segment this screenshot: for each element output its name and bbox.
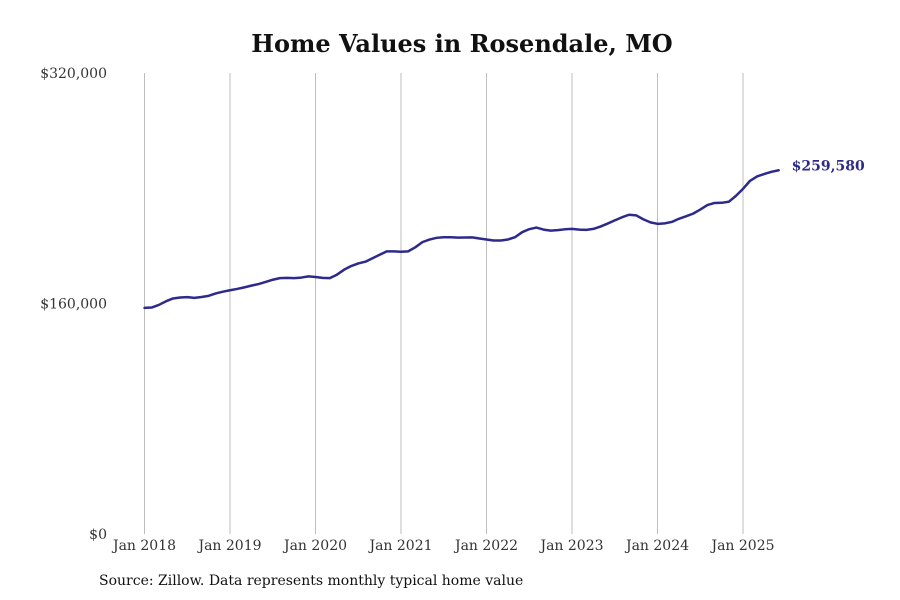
- x-tick-label-5: Jan 2023: [538, 538, 603, 554]
- x-tick-label-0: Jan 2018: [111, 538, 176, 554]
- series-layer: $259,580: [143, 159, 865, 310]
- end-value-label: $259,580: [792, 159, 865, 175]
- y-tick-label-0: $0: [89, 527, 107, 543]
- x-tick-label-7: Jan 2025: [709, 538, 774, 554]
- y-axis-ticks: $0 $160,000 $320,000: [40, 66, 107, 543]
- y-tick-label-2: $320,000: [40, 66, 107, 82]
- grid-lines: [144, 73, 744, 534]
- x-tick-label-1: Jan 2019: [196, 538, 261, 554]
- series-line-0: [143, 168, 780, 310]
- x-tick-label-4: Jan 2022: [453, 538, 518, 554]
- chart-title: Home Values in Rosendale, MO: [251, 29, 672, 58]
- y-tick-label-1: $160,000: [40, 297, 107, 313]
- x-axis-ticks: Jan 2018 Jan 2019 Jan 2020 Jan 2021 Jan 2022…: [111, 538, 775, 554]
- x-tick-label-2: Jan 2020: [282, 538, 347, 554]
- x-tick-label-6: Jan 2024: [624, 538, 689, 554]
- source-note: Source: Zillow. Data represents monthly …: [99, 573, 524, 589]
- x-tick-label-3: Jan 2021: [367, 538, 432, 554]
